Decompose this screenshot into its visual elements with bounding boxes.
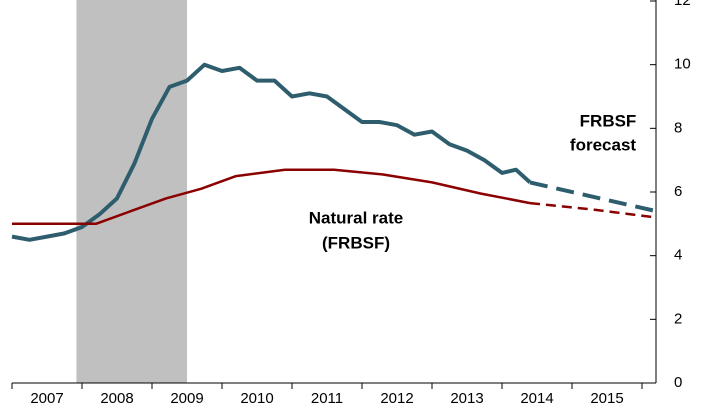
x-tick-label: 2012 (380, 390, 413, 407)
y-tick-label: 4 (674, 247, 682, 264)
x-tick-label: 2010 (240, 390, 273, 407)
y-tick-label: 10 (674, 56, 691, 73)
x-tick-label: 2013 (450, 390, 483, 407)
y-tick-label: 2 (674, 310, 682, 327)
x-tick-label: 2011 (311, 390, 343, 407)
x-tick-label: 2014 (520, 390, 553, 407)
x-tick-label: 2009 (170, 390, 203, 407)
recession-band (76, 0, 187, 383)
y-tick-label: 8 (674, 119, 682, 136)
series-line (529, 180, 657, 214)
x-tick-label: 2008 (100, 390, 133, 407)
annotation: Natural rate (309, 208, 403, 227)
series-line (11, 62, 532, 242)
y-tick-label: 0 (674, 374, 682, 391)
y-tick-label: 12 (674, 0, 691, 9)
annotation: forecast (570, 135, 636, 154)
series-line (12, 168, 531, 226)
y-tick-label: 6 (674, 183, 682, 200)
annotation: FRBSF (580, 111, 637, 130)
annotation: (FRBSF) (322, 233, 390, 252)
x-tick-label: 2015 (590, 390, 623, 407)
x-tick-label: 2007 (30, 390, 63, 407)
series-line (529, 201, 657, 219)
